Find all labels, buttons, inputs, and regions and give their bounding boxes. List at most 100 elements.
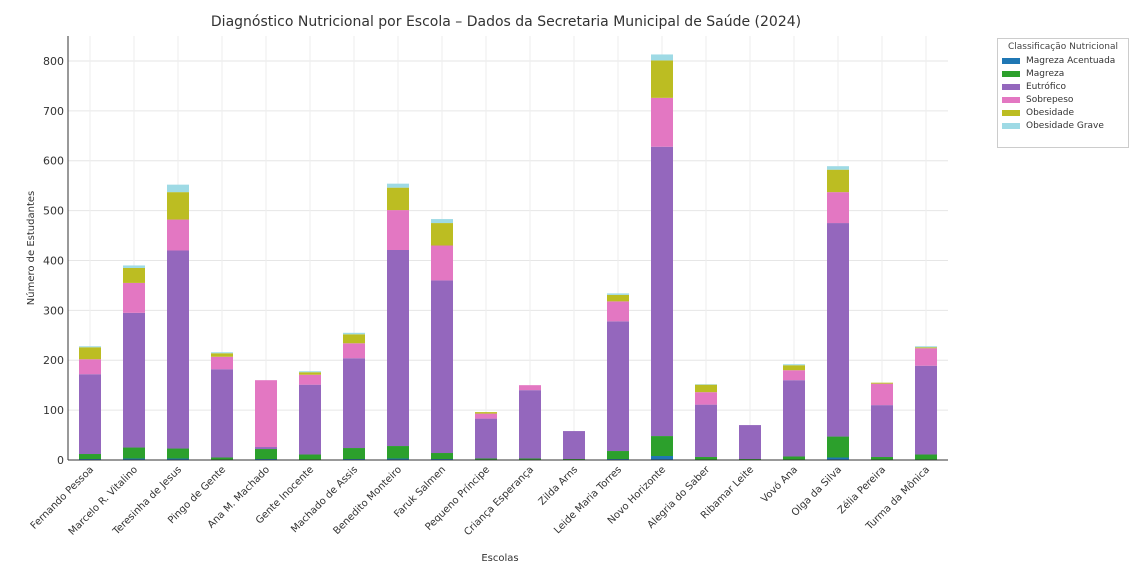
bar-stack <box>431 219 453 460</box>
bar-segment <box>651 54 673 60</box>
bar-segment <box>915 366 937 455</box>
bar-stack <box>651 54 673 460</box>
legend-item: Magreza <box>1002 68 1124 79</box>
y-tick-label: 400 <box>43 254 64 267</box>
bar-segment <box>651 147 673 436</box>
legend-item: Eutrófico <box>1002 81 1124 92</box>
x-axis-label: Escolas <box>481 553 518 564</box>
grid-lines <box>68 36 948 460</box>
legend-label: Eutrófico <box>1026 82 1066 92</box>
bar-segment <box>651 60 673 97</box>
bar-segment <box>739 425 761 459</box>
bar-segment <box>651 98 673 147</box>
y-tick-label: 800 <box>43 55 64 68</box>
bar-segment <box>915 455 937 460</box>
bar-segment <box>387 210 409 250</box>
bar-segment <box>167 185 189 192</box>
bar-segment <box>651 436 673 456</box>
bar-segment <box>123 283 145 313</box>
bar-segment <box>79 374 101 454</box>
legend-title: Classificação Nutricional <box>1002 42 1124 52</box>
bar-stack <box>519 385 541 460</box>
bar-segment <box>915 346 937 347</box>
bar-segment <box>343 334 365 343</box>
bar-segment <box>915 348 937 365</box>
legend-swatch <box>1002 71 1020 77</box>
bar-segment <box>431 223 453 245</box>
bar-segment <box>255 380 277 447</box>
bar-stack <box>167 185 189 460</box>
legend-label: Magreza Acentuada <box>1026 56 1115 66</box>
legend-label: Magreza <box>1026 69 1064 79</box>
bar-segment <box>607 451 629 459</box>
bar-segment <box>519 385 541 390</box>
bar-stack <box>255 380 277 460</box>
y-tick-label: 700 <box>43 105 64 118</box>
y-axis-label: Número de Estudantes <box>25 191 37 305</box>
bar-segment <box>651 456 673 460</box>
bar-segment <box>827 166 849 169</box>
bar-segment <box>607 321 629 451</box>
bar-segment <box>607 301 629 321</box>
bar-segment <box>387 250 409 446</box>
y-tick-label: 0 <box>57 454 64 467</box>
bar-stack <box>475 412 497 460</box>
legend-items: Magreza Acentuada Magreza Eutrófico Sobrepe… <box>1002 55 1124 131</box>
bar-segment <box>79 346 101 347</box>
legend-swatch <box>1002 84 1020 90</box>
bar-segment <box>299 375 321 385</box>
bar-segment <box>431 246 453 281</box>
bar-segment <box>79 359 101 374</box>
bar-segment <box>827 192 849 223</box>
chart-title: Diagnóstico Nutricional por Escola – Dad… <box>211 14 801 30</box>
bar-segment <box>343 358 365 448</box>
bar-segment <box>827 223 849 436</box>
bar-segment <box>343 448 365 459</box>
bar-segment <box>123 448 145 459</box>
x-tick-label: Zilda Arns <box>537 464 580 507</box>
bar-segment <box>299 455 321 460</box>
bar-segment <box>211 458 233 460</box>
bar-segment <box>299 371 321 372</box>
bar-segment <box>167 250 189 448</box>
y-tick-label: 300 <box>43 304 64 317</box>
bar-segment <box>255 449 277 459</box>
bar-stack <box>123 265 145 460</box>
bar-segment <box>387 184 409 188</box>
bar-segment <box>299 385 321 455</box>
bar-segment <box>211 352 233 353</box>
bar-segment <box>167 192 189 219</box>
bar-segment <box>783 365 805 370</box>
legend-swatch <box>1002 123 1020 129</box>
bar-segment <box>387 446 409 458</box>
bar-stack <box>299 371 321 460</box>
legend: Classificação Nutricional Magreza Acentu… <box>997 38 1129 148</box>
bar-stack <box>607 293 629 460</box>
bar-segment <box>915 347 937 348</box>
bar-segment <box>343 343 365 358</box>
bar-segment <box>211 369 233 457</box>
bar-segment <box>783 364 805 365</box>
bar-segment <box>123 313 145 448</box>
bar-segment <box>211 357 233 369</box>
bar-segment <box>79 347 101 359</box>
bar-stack <box>739 425 761 460</box>
bar-segment <box>871 383 893 384</box>
bar-stack <box>695 384 717 460</box>
bar-stack <box>783 364 805 460</box>
bar-segment <box>211 353 233 356</box>
bar-segment <box>123 268 145 283</box>
bar-stack <box>211 352 233 460</box>
bar-stack <box>387 184 409 460</box>
bar-segment <box>871 384 893 405</box>
bar-segment <box>255 447 277 449</box>
legend-item: Obesidade <box>1002 107 1124 118</box>
y-tick-label: 500 <box>43 205 64 218</box>
legend-label: Sobrepeso <box>1026 95 1073 105</box>
bar-segment <box>563 431 585 459</box>
bar-segment <box>475 412 497 413</box>
